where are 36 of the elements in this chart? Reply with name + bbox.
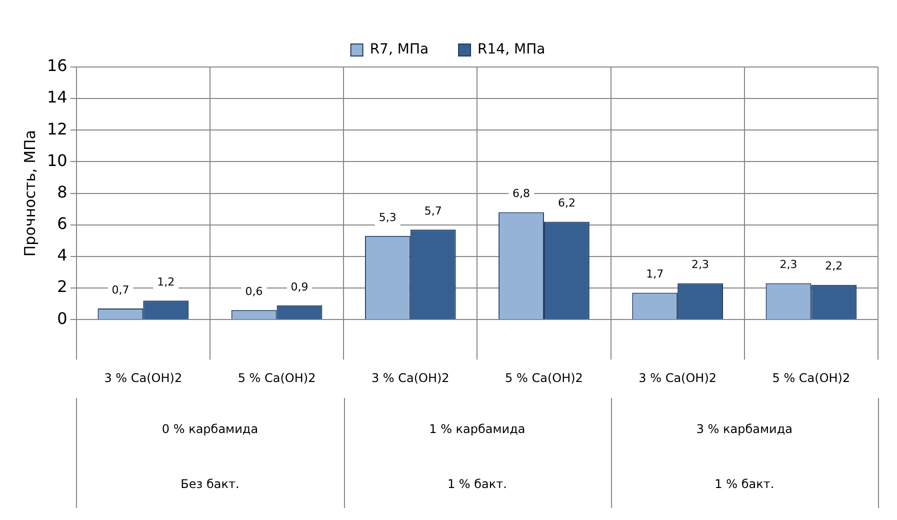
legend-label: R7, МПа (370, 42, 429, 58)
y-tick-label: 6 (57, 214, 68, 234)
y-tick-label: 14 (47, 88, 68, 107)
data-label: 0,9 (290, 280, 308, 294)
data-label: 6,2 (558, 196, 576, 210)
data-label: 1,2 (157, 276, 175, 289)
y-tick-label: 16 (47, 56, 68, 76)
text: Без бакт. (180, 477, 240, 492)
text: 3 % карбамида (696, 422, 792, 436)
text: 1 % карбамида (429, 422, 526, 436)
data-label: 1,7 (646, 268, 664, 281)
x-tick-label: 3 % Ca(OH)2 (104, 370, 182, 385)
legend-label: R14, МПа (478, 42, 546, 58)
y-tick-label: 2 (57, 277, 68, 296)
y-tick-label: 4 (57, 246, 68, 265)
x-tick-label: 3 % Ca(OH)2 (371, 370, 450, 385)
data-label: 0,6 (245, 284, 263, 298)
y-tick-label: 10 (47, 150, 68, 170)
text: 1 % бакт. (447, 477, 507, 492)
data-label: 2,3 (780, 258, 798, 272)
data-label: 5,7 (424, 204, 442, 218)
text: 1 % бакт. (714, 477, 774, 492)
y-tick-label: 0 (57, 308, 68, 328)
x-tick-label: 5 % Ca(OH)2 (772, 370, 850, 385)
data-label: 2,2 (825, 260, 843, 273)
data-label: 6,8 (512, 187, 530, 200)
y-tick-label: 12 (47, 119, 68, 138)
data-label: 2,3 (692, 258, 710, 272)
data-label: 0,7 (112, 283, 130, 296)
y-axis-title: Прочность, МПа (20, 130, 39, 257)
x-tick-label: 3 % Ca(OH)2 (638, 370, 717, 385)
x-tick-label: 5 % Ca(OH)2 (238, 370, 316, 385)
data-label: 5,3 (378, 210, 396, 224)
text: 0 % карбамида (162, 422, 258, 436)
y-tick-label: 8 (57, 182, 68, 202)
x-tick-label: 5 % Ca(OH)2 (505, 370, 583, 385)
